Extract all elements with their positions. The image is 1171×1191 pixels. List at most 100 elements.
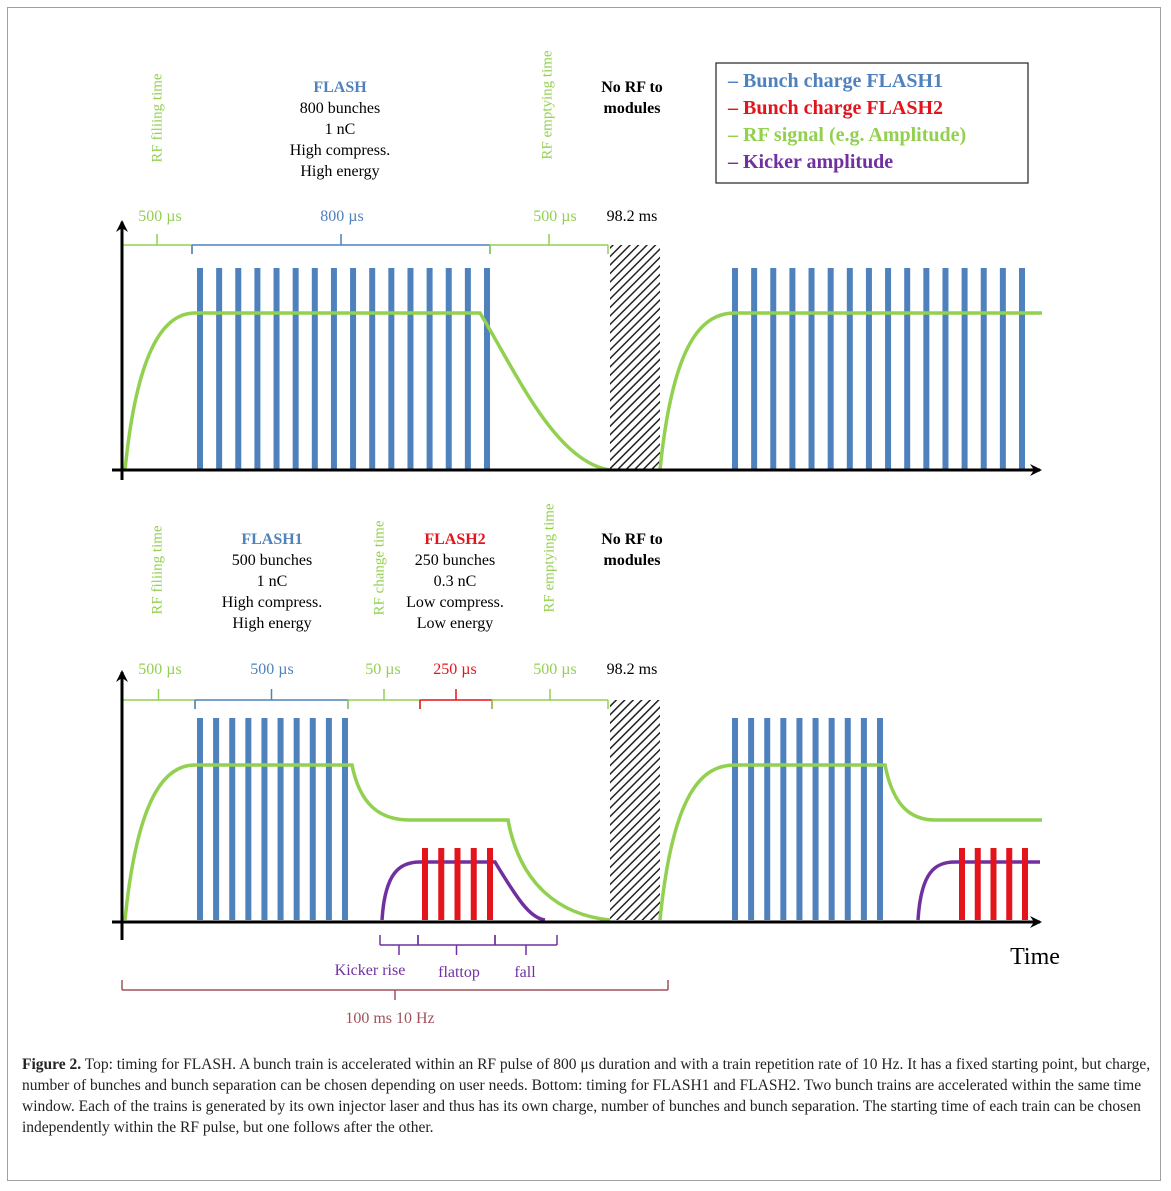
- block-line: High energy: [300, 163, 379, 180]
- bunch-bar: [751, 268, 758, 470]
- bunch-bar: [388, 268, 395, 470]
- period-label: 100 ms 10 Hz: [345, 1010, 434, 1027]
- bunch-bar: [293, 718, 300, 920]
- bunch-bar: [254, 268, 261, 470]
- bunch-bar: [277, 718, 284, 920]
- duration-label: 800 µs: [320, 208, 363, 225]
- bunch-bar: [261, 718, 268, 920]
- bunch-bar: [828, 718, 835, 920]
- bunch-bar: [438, 848, 445, 920]
- block-line: 0.3 nC: [434, 573, 477, 590]
- bunch-bar: [961, 268, 968, 470]
- rf-off-hatch: [610, 245, 660, 470]
- bunch-bar: [245, 718, 252, 920]
- block-line: High energy: [232, 615, 311, 632]
- legend-box: [715, 62, 1029, 184]
- rf-signal: [658, 763, 1042, 921]
- bunch-bar: [904, 268, 911, 470]
- bunch-bar: [923, 268, 930, 470]
- bunch-bar: [764, 718, 771, 920]
- rotated-label: RF emptying time: [539, 50, 555, 160]
- bunch-bar: [407, 268, 414, 470]
- bunch-bar: [812, 718, 819, 920]
- legend-entry: – Bunch charge FLASH2: [727, 97, 943, 119]
- block-line: 1 nC: [257, 573, 288, 590]
- bunch-bar: [974, 848, 981, 920]
- block-line: 500 bunches: [232, 552, 312, 569]
- bunch-bar: [292, 268, 299, 470]
- duration-label: 500 µs: [533, 661, 576, 678]
- duration-label: 50 µs: [365, 661, 400, 678]
- caption-label: Figure 2.: [22, 1056, 82, 1073]
- bunch-bar: [330, 268, 337, 470]
- block-line: High compress.: [290, 142, 390, 159]
- bunch-bar: [959, 848, 965, 920]
- kicker-label: fall: [514, 964, 536, 981]
- bunch-bar: [748, 718, 755, 920]
- block-line: High compress.: [222, 594, 322, 611]
- block-line: 1 nC: [325, 121, 356, 138]
- block-line: Low compress.: [406, 594, 504, 611]
- bunch-bar: [789, 268, 796, 470]
- bunch-bar: [309, 718, 316, 920]
- bunch-bar: [770, 268, 777, 470]
- duration-label: 500 µs: [138, 661, 181, 678]
- bunch-bar: [342, 718, 348, 920]
- bunch-bar: [487, 848, 493, 920]
- bunch-bar: [1006, 848, 1013, 920]
- bunch-bar: [484, 268, 490, 470]
- bunch-bar: [732, 268, 738, 470]
- bunch-bar: [877, 718, 883, 920]
- duration-label: 500 µs: [533, 208, 576, 225]
- duration-label: 500 µs: [138, 208, 181, 225]
- bunch-bar: [732, 718, 738, 920]
- bunch-bar: [844, 718, 851, 920]
- kicker-signal: [380, 860, 546, 922]
- legend-entry: – Bunch charge FLASH1: [727, 70, 943, 92]
- bunch-bar: [311, 268, 318, 470]
- bunch-bar: [454, 848, 461, 920]
- rotated-label: RF filiing time: [149, 73, 165, 163]
- bunch-bar: [422, 848, 428, 920]
- bunch-bar: [999, 268, 1006, 470]
- bunch-bar: [325, 718, 332, 920]
- duration-label: 250 µs: [433, 661, 476, 678]
- legend-entry: – RF signal (e.g. Amplitude): [727, 124, 966, 146]
- kicker-label: Kicker rise: [335, 962, 406, 979]
- block-title: FLASH: [313, 79, 367, 96]
- no-rf-label: No RF to: [601, 79, 663, 96]
- bunch-bar: [445, 268, 452, 470]
- legend-entry: – Kicker amplitude: [727, 151, 893, 173]
- bunch-bar: [1019, 268, 1025, 470]
- axis-title: Time: [1010, 944, 1060, 970]
- no-rf-label: modules: [604, 552, 661, 569]
- duration-label: 98.2 ms: [607, 208, 658, 225]
- block-line: 250 bunches: [415, 552, 495, 569]
- block-line: 800 bunches: [300, 100, 380, 117]
- caption: Figure 2. Top: timing for FLASH. A bunch…: [22, 1054, 1152, 1138]
- rf-signal: [123, 311, 611, 472]
- kicker-label: flattop: [438, 964, 480, 981]
- bunch-bar: [213, 718, 220, 920]
- bunch-bar: [885, 268, 892, 470]
- bunch-bar: [780, 718, 787, 920]
- bunch-bar: [808, 268, 815, 470]
- no-rf-label: modules: [604, 100, 661, 117]
- block-line: Low energy: [417, 615, 494, 632]
- bunch-bar: [350, 268, 357, 470]
- rotated-label: RF emptying time: [541, 503, 557, 613]
- timing-diagram: – Bunch charge FLASH1 – Bunch charge FLAS…: [112, 50, 1060, 1027]
- kicker-signal: [916, 860, 1040, 921]
- bunch-bar: [846, 268, 853, 470]
- figure-frame: [7, 7, 1161, 1181]
- no-rf-label: No RF to: [601, 531, 663, 548]
- duration-label: 98.2 ms: [607, 661, 658, 678]
- bunch-bar: [197, 268, 203, 470]
- bunch-bar: [942, 268, 949, 470]
- bunch-bar: [464, 268, 471, 470]
- bunch-bar: [980, 268, 987, 470]
- bunch-bar: [470, 848, 477, 920]
- bunch-bar: [796, 718, 803, 920]
- bunch-bar: [197, 718, 203, 920]
- bunch-bar: [1022, 848, 1028, 920]
